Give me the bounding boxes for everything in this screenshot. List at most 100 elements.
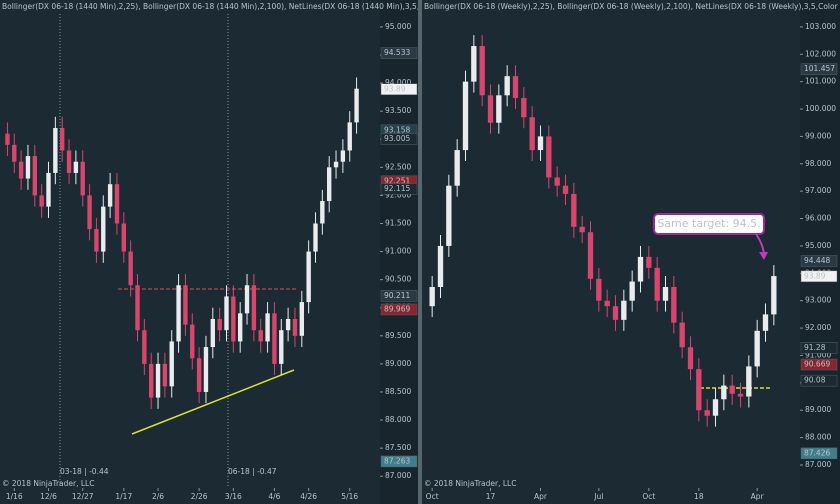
price-level-label: 91.28 (804, 343, 826, 352)
candle-body (771, 276, 777, 315)
y-tick-label: 95.000 (805, 241, 831, 250)
candle-body (46, 172, 51, 207)
price-level-box (380, 303, 418, 316)
candle-body (587, 232, 594, 279)
candle-body (142, 330, 147, 364)
x-tick-label: Oct (426, 492, 439, 501)
x-tick-label: Apr (534, 492, 548, 501)
copyright: © 2018 NinjaTrader, LLC (424, 479, 516, 488)
candle-body (662, 287, 669, 301)
candle-body (25, 156, 31, 179)
candle-body (487, 95, 494, 123)
candle-body (5, 133, 10, 145)
candle-body (169, 341, 174, 387)
candle-body (496, 95, 502, 123)
candle-body (114, 184, 120, 224)
price-level-label: 101.457 (804, 64, 835, 73)
candle-body (66, 150, 72, 173)
y-tick-label: 87.000 (805, 460, 831, 469)
y-tick-label: 94.000 (385, 78, 411, 87)
candle-body (60, 128, 65, 151)
candle-body (217, 318, 222, 331)
candle-body (190, 324, 195, 359)
candle-body (285, 318, 291, 331)
trend-line (131, 369, 295, 435)
candle-body (612, 306, 619, 320)
candle-body (149, 363, 154, 398)
price-level-box (380, 47, 418, 59)
copyright: © 2018 NinjaTrader, LLC (2, 479, 94, 488)
y-tick-label: 100.000 (805, 104, 836, 113)
y-tick-label: 87.000 (385, 471, 411, 480)
candle-body (446, 185, 452, 246)
candle-body (258, 330, 263, 342)
candle-body (347, 122, 352, 151)
candle-body (231, 296, 236, 342)
candle-body (754, 330, 760, 367)
contract-note: 06-18 | -0.47 (228, 467, 277, 476)
candle-body (320, 201, 325, 224)
candle-body (73, 161, 79, 173)
y-tick-label: 91.000 (805, 350, 831, 359)
candle-body (746, 366, 752, 397)
candle-body (340, 150, 346, 162)
y-tick-label: 89.000 (385, 359, 411, 368)
y-tick-label: 88.000 (805, 433, 831, 442)
annotation-text: Same target: 94.5. (657, 217, 760, 230)
candle-body (238, 313, 243, 342)
x-tick-label: 4/26 (300, 492, 317, 501)
candle-body (546, 136, 552, 178)
x-tick-label: 1/16 (6, 492, 23, 501)
y-tick-label: 92.500 (385, 162, 411, 171)
annotation-box (653, 213, 765, 235)
price-level-box (800, 447, 838, 460)
candle-body (537, 136, 544, 151)
x-tick-label: 5/16 (341, 492, 358, 501)
price-level-box (800, 270, 838, 283)
chart-panel: 87.00087.50088.00088.50089.00089.50090.0… (2, 2, 418, 501)
candle-body (521, 98, 527, 118)
y-tick-label: 90.500 (385, 275, 411, 284)
candle-body (687, 347, 694, 370)
contract-note: 03-18 | -0.44 (60, 467, 109, 476)
price-level-box (800, 342, 838, 354)
candle-body (554, 177, 560, 186)
candle-body (313, 223, 318, 252)
candle-body (128, 251, 133, 286)
y-tick-label: 93.500 (385, 106, 411, 115)
candle-body (604, 300, 610, 307)
x-tick-label: 1/17 (115, 492, 132, 501)
x-tick-label: Jul (593, 492, 603, 501)
candle-body (596, 278, 602, 301)
annotation-arrowhead (759, 252, 768, 260)
candle-body (121, 223, 126, 252)
price-level-label: 93.158 (384, 125, 410, 134)
candle-body (621, 300, 627, 320)
price-level-box (380, 133, 418, 145)
x-tick-label: 12/27 (72, 492, 94, 501)
price-level-label: 90.211 (384, 291, 410, 300)
y-tick-label: 88.000 (385, 415, 411, 424)
x-tick-label: 18 (694, 492, 704, 501)
chart-title: Bollinger(DX 06-18 (Weekly),2,25), Bolli… (424, 2, 840, 11)
candle-body (462, 81, 469, 151)
price-level-box (800, 358, 838, 371)
y-tick-label: 91.000 (385, 247, 411, 256)
candle-body (87, 195, 92, 230)
y-tick-label: 88.500 (385, 387, 411, 396)
price-level-label: 93.005 (384, 134, 410, 143)
price-level-label: 94.533 (384, 48, 410, 57)
candle-body (265, 313, 270, 342)
price-level-box (380, 455, 418, 468)
y-tick-label: 97.000 (805, 186, 831, 195)
price-level-label: 87.426 (804, 448, 830, 457)
price-axis (800, 0, 840, 504)
y-tick-label: 99.000 (805, 131, 831, 140)
candle-body (571, 193, 577, 227)
candle-body (327, 167, 332, 202)
y-tick-label: 103.000 (805, 22, 836, 31)
candle-body (333, 161, 339, 168)
candle-body (354, 88, 359, 123)
